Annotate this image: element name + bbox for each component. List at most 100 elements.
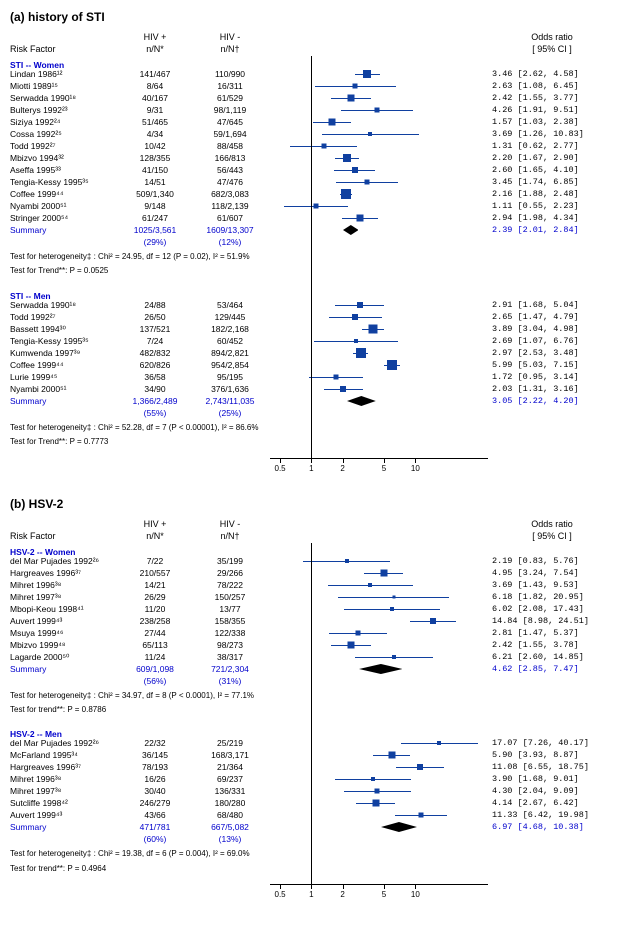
- study-hivpos: 43/66: [120, 809, 190, 821]
- study-or: 2.63 [1.08, 6.45]: [488, 80, 612, 92]
- point-marker: [348, 95, 355, 102]
- study-hivpos: 34/90: [120, 383, 190, 395]
- study-hivpos: 141/467: [120, 68, 190, 80]
- study-or: 6.18 [1.82, 20.95]: [488, 591, 612, 603]
- study-or: 6.02 [2.08, 17.43]: [488, 603, 612, 615]
- study-hivneg: 150/257: [190, 591, 270, 603]
- summary-hivpos: 1,366/2,489: [120, 395, 190, 407]
- axis-tick-label: 2: [340, 464, 344, 473]
- study-label: Auvert 1999⁴³: [10, 809, 120, 821]
- study-or: 5.90 [3.93, 8.87]: [488, 749, 612, 761]
- study-or: 2.42 [1.55, 3.77]: [488, 92, 612, 104]
- study-hivneg: 376/1,636: [190, 383, 270, 395]
- summary-or: 2.39 [2.01, 2.84]: [488, 224, 612, 236]
- study-hivneg: 61/529: [190, 92, 270, 104]
- point-marker: [340, 386, 346, 392]
- study-hivpos: 509/1,340: [120, 188, 190, 200]
- study-label: Serwadda 1990¹⁸: [10, 92, 120, 104]
- study-hivneg: 13/77: [190, 603, 270, 615]
- axis-tick: [384, 885, 385, 889]
- summary-label: Summary: [10, 395, 120, 407]
- header-or: Odds ratio: [488, 32, 612, 42]
- study-label: Mihret 1997³⁸: [10, 785, 120, 797]
- panel-title: (a) history of STI: [10, 10, 612, 24]
- study-hivneg: 122/338: [190, 627, 270, 639]
- study-hivpos: 30/40: [120, 785, 190, 797]
- study-hivneg: 53/464: [190, 299, 270, 311]
- axis-tick: [280, 885, 281, 889]
- study-label: Mbizvo 1999⁴⁸: [10, 639, 120, 651]
- study-label: Lagarde 2000⁵⁰: [10, 651, 120, 663]
- study-hivneg: 68/480: [190, 809, 270, 821]
- point-marker: [357, 215, 364, 222]
- study-label: Mbopi-Keou 1998⁴¹: [10, 603, 120, 615]
- axis-tick-label: 10: [411, 890, 420, 899]
- study-label: Coffee 1999⁴⁴: [10, 188, 120, 200]
- study-hivpos: 36/145: [120, 749, 190, 761]
- study-hivneg: 16/311: [190, 80, 270, 92]
- point-marker: [392, 595, 395, 598]
- study-or: 2.03 [1.31, 3.16]: [488, 383, 612, 395]
- summary-or: 4.62 [2.85, 7.47]: [488, 663, 612, 675]
- axis-tick: [311, 459, 312, 463]
- axis-tick: [343, 885, 344, 889]
- summary-or: 6.97 [4.68, 10.38]: [488, 821, 612, 833]
- study-hivpos: 128/355: [120, 152, 190, 164]
- study-hivpos: 16/26: [120, 773, 190, 785]
- axis-tick: [384, 459, 385, 463]
- study-or: 6.21 [2.60, 14.85]: [488, 651, 612, 663]
- study-label: Miotti 1989¹⁵: [10, 80, 120, 92]
- axis-tick-label: 5: [382, 464, 386, 473]
- study-or: 2.16 [1.88, 2.48]: [488, 188, 612, 200]
- study-hivpos: 620/826: [120, 359, 190, 371]
- study-label: Lurie 1999⁴⁵: [10, 371, 120, 383]
- axis-tick-label: 1: [309, 464, 313, 473]
- study-or: 3.89 [3.04, 4.98]: [488, 323, 612, 335]
- study-hivneg: 182/2,168: [190, 323, 270, 335]
- study-or: 3.90 [1.68, 9.01]: [488, 773, 612, 785]
- forest-plot: STI -- Women Lindan 1986¹² 141/467 110/9…: [10, 56, 612, 458]
- study-hivpos: 51/465: [120, 116, 190, 128]
- study-label: Hargreaves 1996³⁷: [10, 761, 120, 773]
- point-marker: [418, 813, 423, 818]
- summary-hivneg: 2,743/11,035: [190, 395, 270, 407]
- point-marker: [328, 119, 335, 126]
- x-axis: 0.512510: [270, 884, 488, 905]
- study-label: Todd 1992²⁷: [10, 311, 120, 323]
- study-or: 2.94 [1.98, 4.34]: [488, 212, 612, 224]
- point-marker: [341, 189, 351, 199]
- axis-tick: [343, 459, 344, 463]
- summary-or: 3.05 [2.22, 4.20]: [488, 395, 612, 407]
- study-or: 1.57 [1.03, 2.38]: [488, 116, 612, 128]
- point-marker: [348, 641, 355, 648]
- study-label: Nyambi 2000⁵¹: [10, 383, 120, 395]
- study-hivpos: 78/193: [120, 761, 190, 773]
- header-or: Odds ratio: [488, 519, 612, 529]
- header-hivneg: HIV -: [190, 32, 270, 42]
- study-label: McFarland 1995³⁴: [10, 749, 120, 761]
- study-or: 4.95 [3.24, 7.54]: [488, 567, 612, 579]
- study-label: Cossa 1992²⁵: [10, 128, 120, 140]
- pct-hivpos: (29%): [120, 236, 190, 248]
- study-hivneg: 894/2,821: [190, 347, 270, 359]
- header-hivpos: HIV +: [120, 519, 190, 529]
- study-or: 11.33 [6.42, 19.98]: [488, 809, 612, 821]
- diamond-icon: [381, 822, 417, 832]
- diamond-icon: [343, 225, 359, 235]
- study-hivneg: 56/443: [190, 164, 270, 176]
- point-marker: [430, 618, 436, 624]
- study-hivneg: 95/195: [190, 371, 270, 383]
- summary-hivpos: 609/1,098: [120, 663, 190, 675]
- point-marker: [333, 374, 338, 379]
- study-or: 2.19 [0.83, 5.76]: [488, 555, 612, 567]
- study-hivpos: 10/42: [120, 140, 190, 152]
- study-or: 3.45 [1.74, 6.85]: [488, 176, 612, 188]
- study-or: 4.14 [2.67, 6.42]: [488, 797, 612, 809]
- study-or: 2.91 [1.68, 5.04]: [488, 299, 612, 311]
- study-hivpos: 137/521: [120, 323, 190, 335]
- study-hivneg: 110/990: [190, 68, 270, 80]
- study-hivneg: 158/355: [190, 615, 270, 627]
- study-label: Sutcliffe 1998⁴²: [10, 797, 120, 809]
- study-label: Aseffa 1995³³: [10, 164, 120, 176]
- study-hivpos: 26/50: [120, 311, 190, 323]
